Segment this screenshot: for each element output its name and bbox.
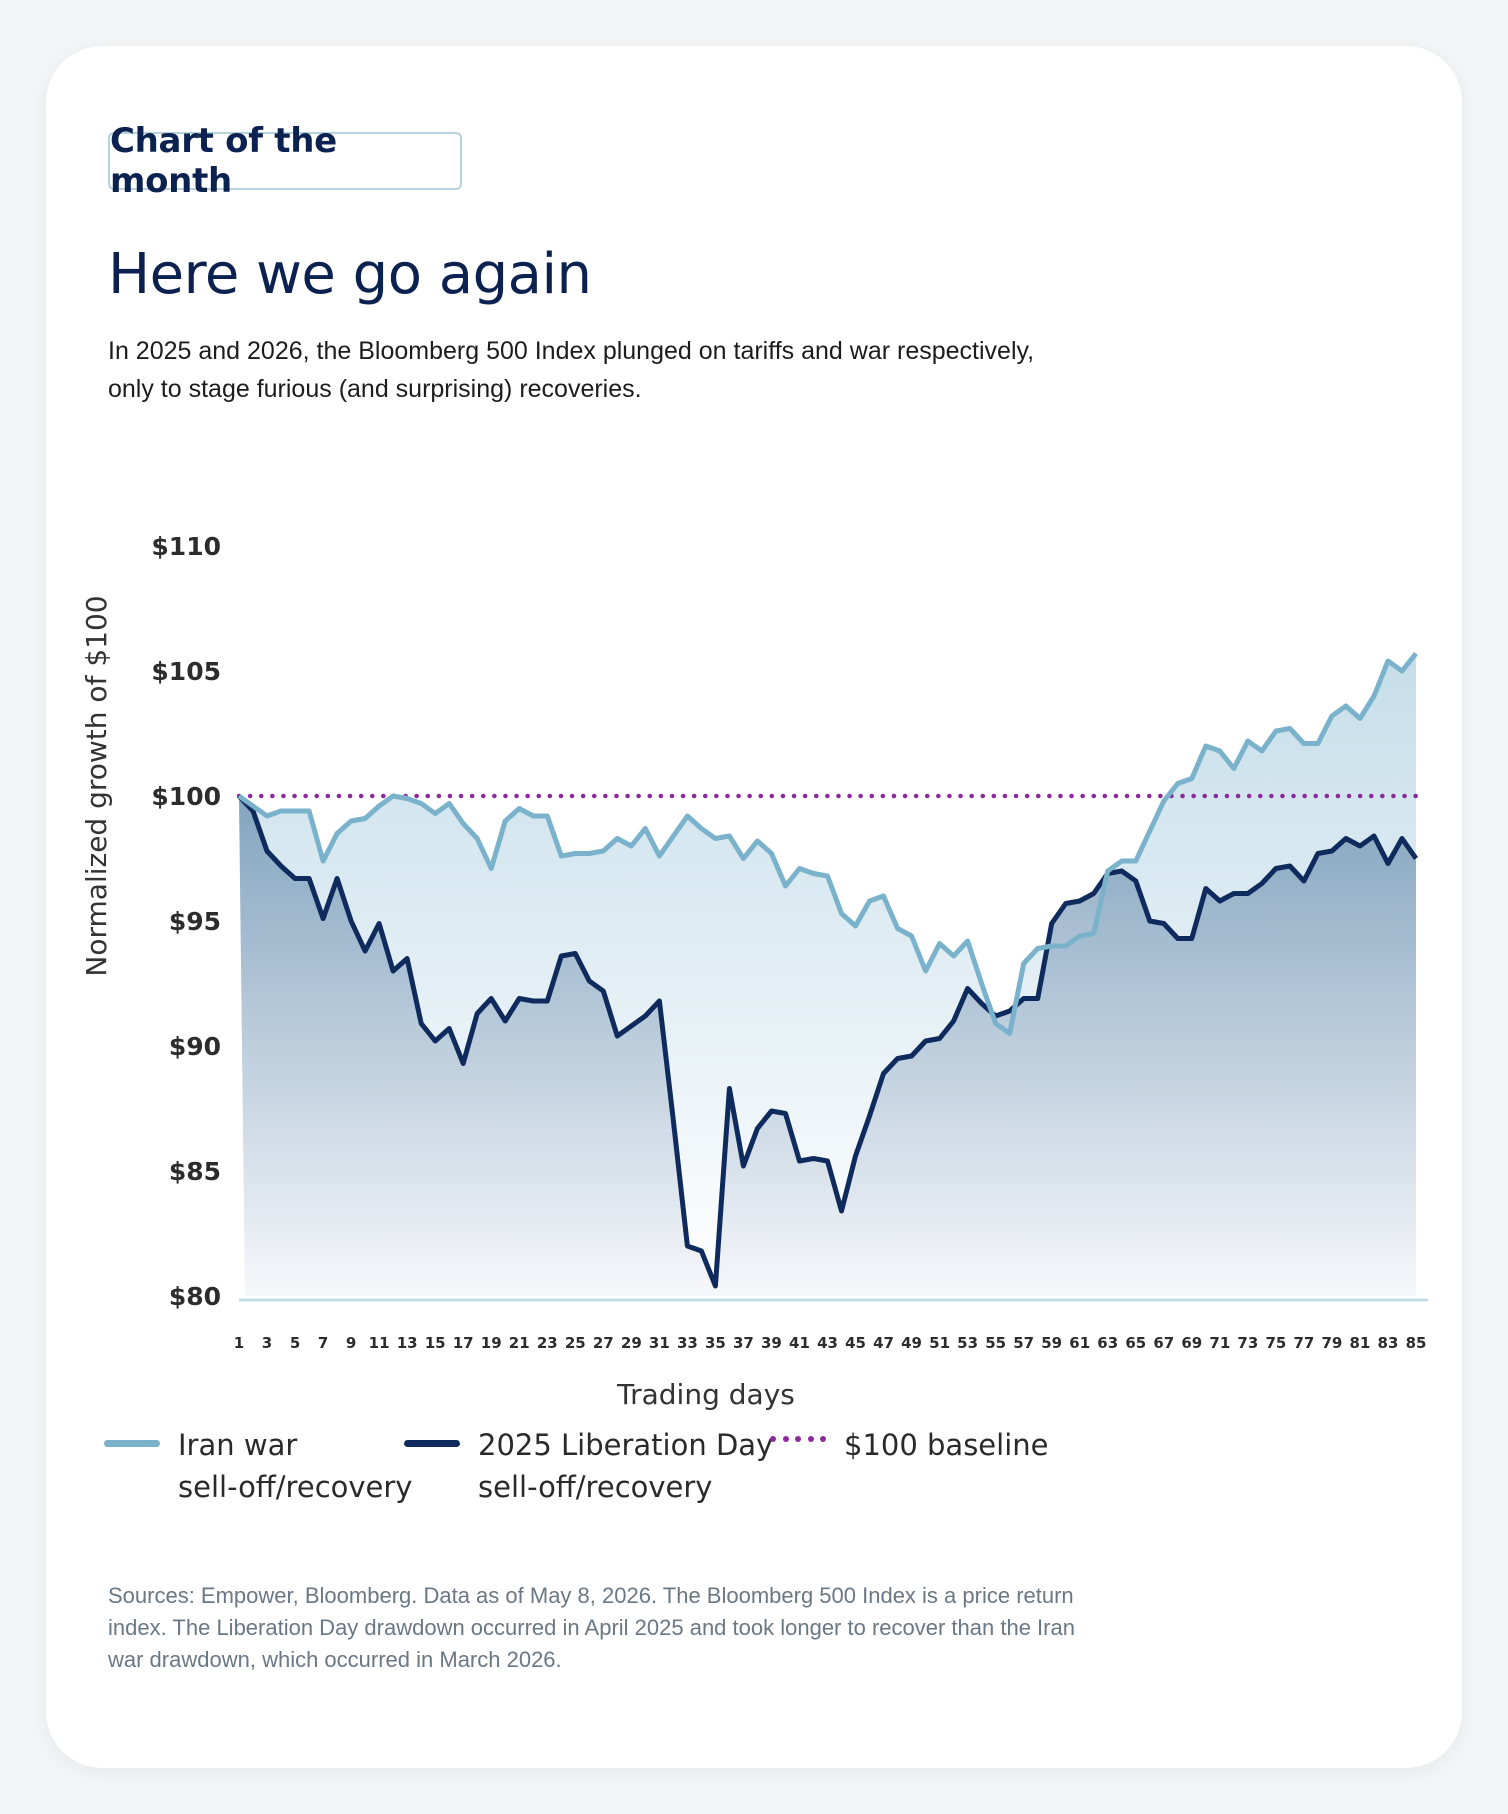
subtitle: In 2025 and 2026, the Bloomberg 500 Inde… (108, 332, 1168, 408)
x-tick-label: 81 (1350, 1334, 1371, 1352)
x-tick-label: 9 (346, 1334, 356, 1352)
x-tick-label: 65 (1125, 1334, 1146, 1352)
x-tick-label: 19 (481, 1334, 502, 1352)
chart-areas (239, 653, 1416, 1296)
x-tick-label: 5 (290, 1334, 300, 1352)
x-tick-label: 13 (397, 1334, 418, 1352)
x-tick-label: 21 (509, 1334, 530, 1352)
subtitle-line-2: only to stage furious (and surprising) r… (108, 375, 642, 403)
subtitle-line-1: In 2025 and 2026, the Bloomberg 500 Inde… (108, 337, 1035, 365)
x-tick-label: 29 (621, 1334, 642, 1352)
x-tick-label: 15 (425, 1334, 446, 1352)
legend-label-baseline: $100 baseline (844, 1428, 1049, 1462)
legend-label-iran-war-line-2: sell-off/recovery (178, 1470, 413, 1504)
x-axis-title: Trading days (616, 1378, 795, 1411)
x-tick-label: 7 (318, 1334, 328, 1352)
legend-item-baseline: $100 baseline (770, 1424, 1134, 1466)
legend-label-iran-war: Iran war sell-off/recovery (178, 1424, 468, 1508)
page-title: Here we go again (108, 242, 592, 307)
legend-label-liberation-day-line-2: sell-off/recovery (478, 1470, 713, 1504)
x-tick-label: 53 (957, 1334, 978, 1352)
x-tick-label: 23 (537, 1334, 558, 1352)
legend-swatch-baseline (770, 1436, 826, 1442)
legend-label-liberation-day-line-1: 2025 Liberation Day (478, 1428, 774, 1462)
x-tick-label: 1 (234, 1334, 244, 1352)
chart-of-the-month-badge: Chart of the month (108, 121, 462, 201)
y-tick-label: $80 (169, 1282, 221, 1311)
footnote-line-1: Sources: Empower, Bloomberg. Data as of … (108, 1583, 1074, 1608)
x-tick-label: 57 (1013, 1334, 1034, 1352)
x-tick-label: 77 (1293, 1334, 1314, 1352)
sources-footnote: Sources: Empower, Bloomberg. Data as of … (108, 1580, 1308, 1676)
x-tick-label: 33 (677, 1334, 698, 1352)
x-tick-label: 79 (1321, 1334, 1342, 1352)
y-tick-label: $95 (169, 907, 221, 936)
y-tick-label: $100 (151, 782, 221, 811)
x-tick-label: 67 (1153, 1334, 1174, 1352)
footnote-line-2: index. The Liberation Day drawdown occur… (108, 1615, 1075, 1640)
x-tick-label: 27 (593, 1334, 614, 1352)
x-tick-label: 3 (262, 1334, 272, 1352)
x-tick-label: 45 (845, 1334, 866, 1352)
x-tick-label: 35 (705, 1334, 726, 1352)
x-axis-labels: 1 3 5 7 9 11 13 15 17 19 21 23 25 27 29 31 33 35 37 39 41 43 4… (234, 1334, 1427, 1352)
line-chart: $80$85$90$95$100$105$110 1 3 5 7 9 11 13 15 17 19… (80, 532, 1428, 1411)
x-tick-label: 63 (1097, 1334, 1118, 1352)
legend-item-iran-war: Iran war sell-off/recovery (104, 1424, 468, 1508)
y-axis-labels: $80 $85 $90 $95 $100 $105 $110 (151, 532, 221, 1311)
x-tick-label: 59 (1041, 1334, 1062, 1352)
iran-war-line (237, 651, 1418, 1036)
x-tick-label: 85 (1406, 1334, 1427, 1352)
x-tick-label: 47 (873, 1334, 894, 1352)
legend-label-liberation-day: 2025 Liberation Day sell-off/recovery (478, 1424, 808, 1508)
x-tick-label: 41 (789, 1334, 810, 1352)
footnote-line-3: war drawdown, which occurred in March 20… (108, 1647, 562, 1672)
legend-label-iran-war-line-1: Iran war (178, 1428, 298, 1462)
chart-card: Chart of the month Here we go again In 2… (46, 46, 1462, 1768)
x-tick-label: 37 (733, 1334, 754, 1352)
y-tick-label: $105 (151, 657, 221, 686)
x-tick-label: 31 (649, 1334, 670, 1352)
chart-legend: Iran war sell-off/recovery 2025 Liberati… (104, 1424, 1404, 1544)
legend-swatch-iran-war (104, 1440, 160, 1447)
x-tick-label: 73 (1237, 1334, 1258, 1352)
legend-item-liberation-day: 2025 Liberation Day sell-off/recovery (404, 1424, 808, 1508)
x-tick-label: 61 (1069, 1334, 1090, 1352)
x-tick-label: 71 (1209, 1334, 1230, 1352)
liberation-day-line (237, 794, 1419, 1289)
x-tick-label: 49 (901, 1334, 922, 1352)
x-tick-label: 43 (817, 1334, 838, 1352)
x-tick-label: 51 (929, 1334, 950, 1352)
x-tick-label: 69 (1181, 1334, 1202, 1352)
x-tick-label: 39 (761, 1334, 782, 1352)
y-axis-title: Normalized growth of $100 (80, 595, 113, 976)
x-tick-label: 83 (1378, 1334, 1399, 1352)
x-tick-label: 17 (453, 1334, 474, 1352)
y-tick-label: $110 (151, 532, 221, 561)
legend-swatch-liberation-day (404, 1440, 460, 1447)
x-tick-label: 11 (369, 1334, 390, 1352)
y-tick-label: $85 (169, 1157, 221, 1186)
y-tick-label: $90 (169, 1032, 221, 1061)
liberation-day-area (239, 796, 1416, 1296)
x-tick-label: 25 (565, 1334, 586, 1352)
x-tick-label: 55 (985, 1334, 1006, 1352)
x-tick-label: 75 (1265, 1334, 1286, 1352)
